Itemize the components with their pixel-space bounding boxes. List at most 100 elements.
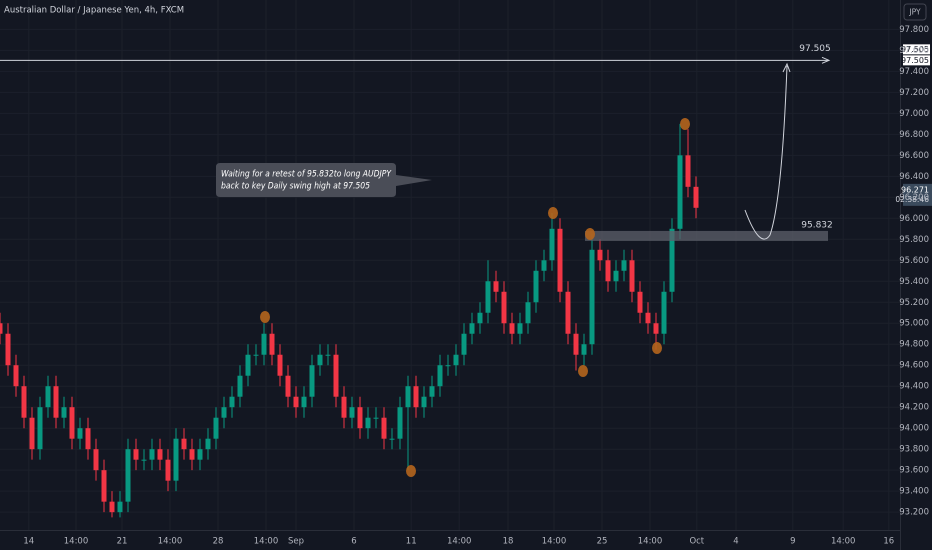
candle-body (357, 407, 363, 429)
candle-body (69, 407, 75, 439)
y-tick-label: 94.800 (899, 340, 929, 350)
candle-body (29, 417, 35, 450)
candle-body (405, 386, 411, 408)
candle-body (5, 333, 11, 366)
candle-body (269, 333, 275, 355)
swing-marker (548, 207, 558, 219)
swing-marker (680, 118, 690, 130)
candle-body (549, 228, 555, 261)
x-tick-label: 14:00 (831, 537, 856, 547)
x-tick-label: 25 (597, 537, 608, 547)
projection-arrowhead (782, 62, 791, 73)
candle-body (333, 354, 339, 397)
x-tick-label: 6 (351, 537, 356, 547)
candle-body (309, 365, 315, 397)
y-tick-label: 97.600 (899, 46, 929, 56)
candle-body (237, 375, 243, 397)
candle-body (341, 396, 347, 418)
candle-body (141, 459, 147, 461)
candle-body (541, 260, 547, 271)
y-tick-label: 93.200 (899, 508, 929, 518)
candle-body (85, 428, 91, 450)
candle-body (413, 386, 419, 408)
y-tick-label: 96.600 (899, 151, 929, 161)
candle-body (453, 354, 459, 366)
candle-body (645, 312, 651, 324)
candle-body (677, 155, 683, 229)
chart-title: Australian Dollar / Japanese Yen, 4h, FX… (4, 6, 184, 16)
x-tick-label: 28 (213, 537, 224, 547)
x-tick-label: 9 (790, 537, 795, 547)
candle-body (93, 449, 99, 471)
y-tick-label: 97.400 (899, 67, 929, 77)
currency-button[interactable] (903, 3, 927, 21)
candle-body (493, 281, 499, 292)
candle-body (669, 228, 675, 292)
price-axis-level-label: 97.505 (901, 45, 929, 54)
candle-body (221, 407, 227, 418)
y-tick-label: 94.200 (899, 403, 929, 413)
candle-body (589, 249, 595, 345)
candle-body (533, 270, 539, 303)
level-label: 95.832 (801, 220, 833, 230)
candle-body (213, 417, 219, 439)
y-tick-label: 93.600 (899, 466, 929, 476)
y-tick-label: 94.400 (899, 382, 929, 392)
x-tick-label: 16 (883, 537, 894, 547)
candle-body (565, 291, 571, 334)
callout-text: Waiting for a retest of 95.832to long AU… (221, 170, 392, 180)
y-tick-label: 93.800 (899, 445, 929, 455)
y-tick-label: 93.400 (899, 487, 929, 497)
y-tick-label: 95.400 (899, 277, 929, 287)
x-tick-label: 14:00 (64, 537, 89, 547)
projection-curve (744, 65, 788, 240)
callout-text: back to key Daily swing high at 97.505 (221, 182, 370, 192)
candle-body (197, 449, 203, 460)
y-tick-label: 96.000 (899, 214, 929, 224)
candle-body (189, 449, 195, 460)
candle-body (157, 449, 163, 460)
x-tick-label: 14:00 (542, 537, 567, 547)
candle-body (437, 365, 443, 387)
candle-body (557, 228, 563, 292)
candle-body (573, 333, 579, 355)
y-tick-label: 96.800 (899, 130, 929, 140)
candle-body (173, 438, 179, 481)
candle-body (597, 249, 603, 261)
x-tick-label: 14:00 (158, 537, 183, 547)
x-tick-label: 4 (733, 537, 738, 547)
candle-body (285, 375, 291, 397)
candle-body (693, 186, 699, 208)
last-price-label: 96.271 (901, 185, 929, 194)
y-tick-label: 97.800 (899, 25, 929, 35)
y-tick-label: 95.600 (899, 256, 929, 266)
candle-body (277, 354, 283, 376)
currency-label[interactable]: JPY (908, 8, 921, 17)
candle-body (109, 501, 115, 513)
level-label: 97.505 (799, 44, 831, 54)
candle-body (253, 354, 259, 356)
candle-body (421, 396, 427, 408)
candle-body (301, 396, 307, 408)
candle-body (37, 407, 43, 450)
candle-body (13, 365, 19, 387)
last-price-box (903, 183, 932, 206)
y-tick-label: 95.200 (899, 298, 929, 308)
x-tick-label: 11 (406, 537, 417, 547)
candle-body (181, 438, 187, 450)
price-axis-level-box (903, 55, 930, 66)
swing-marker (260, 311, 270, 323)
candle-body (165, 459, 171, 481)
x-tick-label: Oct (689, 537, 704, 547)
x-tick-label: 14 (23, 537, 34, 547)
candle-body (373, 417, 379, 419)
swing-marker (578, 365, 588, 377)
candle-body (605, 260, 611, 282)
candle-body (509, 323, 515, 334)
candle-body (53, 386, 59, 418)
y-tick-label: 96.400 (899, 172, 929, 182)
candle-body (293, 396, 299, 408)
candle-body (245, 354, 251, 376)
candle-body (261, 333, 267, 355)
